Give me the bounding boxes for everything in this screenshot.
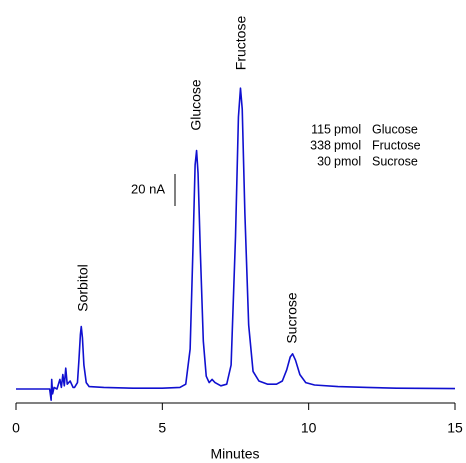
peak-label: Glucose	[188, 79, 204, 131]
amount-text: pmol	[334, 138, 361, 152]
peak-label: Sucrose	[284, 292, 300, 344]
amount-text: pmol	[334, 122, 361, 136]
x-tick-label: 10	[301, 420, 317, 436]
amount-text: Glucose	[372, 122, 418, 136]
x-tick-label: 5	[158, 420, 166, 436]
amount-text: pmol	[334, 154, 361, 168]
amount-text: 338	[310, 138, 331, 152]
peak-label: Fructose	[233, 16, 249, 71]
amount-text: Sucrose	[372, 154, 418, 168]
x-tick-label: 0	[12, 420, 20, 436]
amount-text: Fructose	[372, 138, 421, 152]
peak-label: Sorbitol	[75, 264, 91, 311]
x-axis-label: Minutes	[210, 446, 259, 462]
x-tick-label: 15	[447, 420, 463, 436]
amount-text: 115	[311, 122, 331, 136]
chromatogram-line	[16, 87, 456, 401]
amount-text: 30	[317, 154, 331, 168]
scale-bar-label: 20 nA	[131, 181, 165, 196]
